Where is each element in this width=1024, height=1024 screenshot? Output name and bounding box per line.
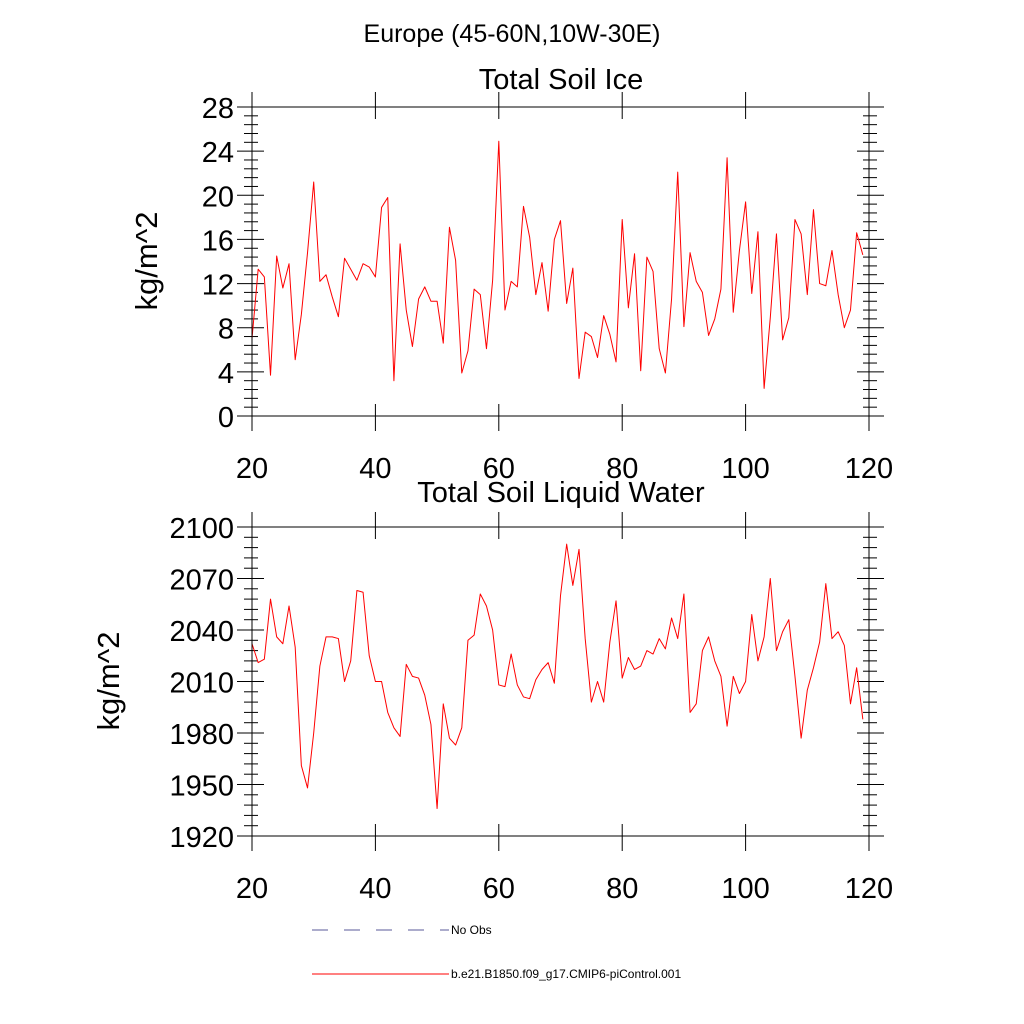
panel-total-soil-ice: Total Soil Ice kg/m^2 0 4 8 12 16 20 24 28 20 40 6… (129, 64, 893, 485)
y-tick-label: 12 (202, 270, 234, 302)
series-line (251, 543, 864, 810)
x-tick-label: 20 (236, 873, 268, 905)
y-tick-label: 1980 (169, 719, 234, 751)
data-series (251, 140, 864, 389)
y-tick-label: 4 (218, 358, 234, 390)
x-tick-label: 40 (359, 453, 391, 485)
x-tick-label: 100 (721, 873, 769, 905)
x-tick-label: 60 (483, 873, 515, 905)
x-tick-label: 20 (236, 453, 268, 485)
x-tick-label: 80 (606, 453, 638, 485)
legend-label: b.e21.B1850.f09_g17.CMIP6-piControl.001 (451, 967, 681, 981)
series-line (251, 140, 864, 389)
plot-frame (251, 106, 870, 417)
x-tick-label: 60 (483, 453, 515, 485)
y-tick-label: 2010 (169, 668, 234, 700)
legend-label: No Obs (451, 923, 492, 937)
y-tick-label: 8 (218, 314, 234, 346)
x-tick-label: 80 (606, 873, 638, 905)
panel-total-soil-liquid-water: Total Soil Liquid Water kg/m^2 1920 1950 1… (91, 477, 893, 905)
y-axis-label: kg/m^2 (129, 212, 164, 311)
x-tick-label: 40 (359, 873, 391, 905)
legend-entry-no-obs: No Obs (312, 923, 492, 937)
y-tick-label: 0 (218, 402, 234, 434)
x-tick-label: 120 (845, 873, 893, 905)
y-tick-label: 24 (202, 137, 234, 169)
y-tick-label: 16 (202, 225, 234, 257)
legend-entry-model-run: b.e21.B1850.f09_g17.CMIP6-piControl.001 (312, 967, 681, 981)
plot-frame (251, 526, 870, 837)
y-tick-label: 1950 (169, 771, 234, 803)
y-tick-label: 20 (202, 181, 234, 213)
data-series (251, 543, 864, 810)
panel-title: Total Soil Liquid Water (417, 477, 705, 509)
y-tick-label: 2100 (169, 513, 234, 545)
figure-title: Europe (45-60N,10W-30E) (364, 20, 661, 48)
y-tick-label: 28 (202, 93, 234, 125)
y-tick-label: 1920 (169, 822, 234, 854)
legend: No Obs b.e21.B1850.f09_g17.CMIP6-piContr… (312, 923, 681, 981)
y-axis-label: kg/m^2 (91, 632, 126, 731)
x-tick-label: 120 (845, 453, 893, 485)
y-tick-label: 2040 (169, 616, 234, 648)
panel-title: Total Soil Ice (479, 64, 643, 96)
x-tick-label: 100 (721, 453, 769, 485)
y-tick-label: 2070 (169, 565, 234, 597)
